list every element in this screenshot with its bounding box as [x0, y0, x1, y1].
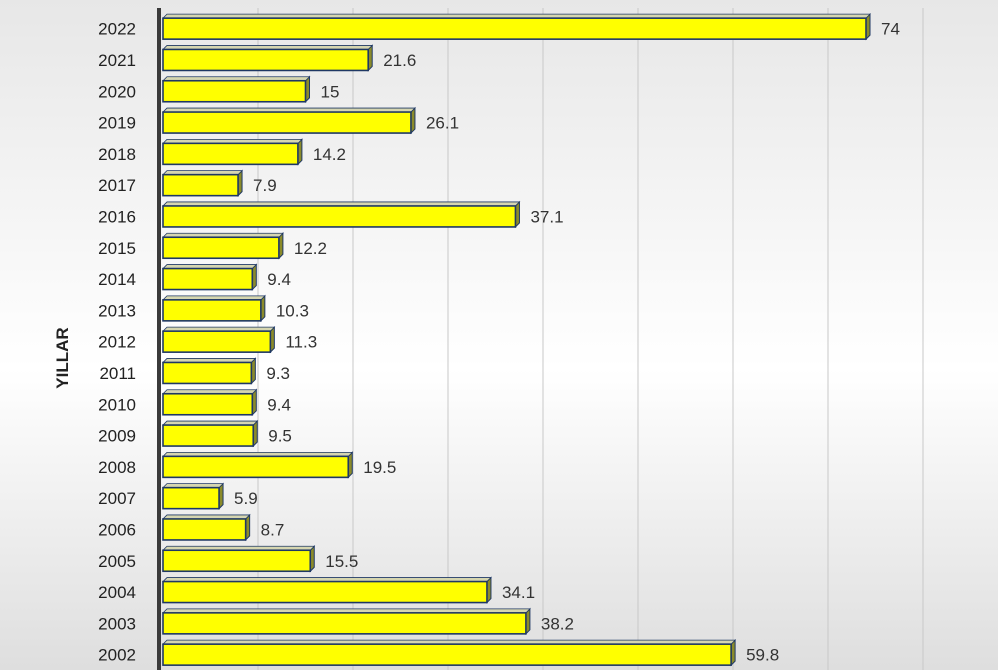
- data-labels: 7421.61526.114.27.937.112.29.410.311.39.…: [234, 20, 900, 665]
- bar: [162, 580, 488, 604]
- y-tick-label: 2012: [98, 333, 136, 352]
- data-label: 9.4: [267, 395, 291, 414]
- data-label: 11.3: [285, 333, 317, 352]
- y-tick-label: 2018: [98, 145, 136, 164]
- bar: [162, 392, 254, 416]
- y-tick-label: 2021: [98, 51, 136, 70]
- bar: [162, 455, 350, 479]
- data-label: 15.5: [325, 552, 358, 571]
- bar: [162, 236, 280, 260]
- data-label: 59.8: [746, 646, 779, 665]
- data-label: 15: [321, 82, 340, 101]
- data-label: 21.6: [383, 51, 416, 70]
- data-label: 8.7: [261, 520, 285, 539]
- y-tick-label: 2007: [98, 489, 136, 508]
- data-label: 9.3: [266, 364, 290, 383]
- bar: [162, 79, 307, 103]
- y-tick-label: 2013: [98, 301, 136, 320]
- bars: [162, 12, 871, 667]
- y-tick-label: 2006: [98, 520, 136, 539]
- y-tick-label: 2017: [98, 176, 136, 195]
- data-label: 14.2: [313, 145, 346, 164]
- y-tick-label: 2014: [98, 270, 136, 289]
- bar: [162, 205, 517, 228]
- bar: [162, 142, 299, 166]
- bar: [162, 549, 312, 573]
- data-label: 10.3: [276, 301, 309, 320]
- y-tick-label: 2004: [98, 583, 136, 602]
- bar: [162, 361, 253, 385]
- bar: [162, 267, 254, 291]
- data-label: 38.2: [541, 614, 574, 633]
- y-tick-label: 2011: [99, 364, 136, 383]
- y-tick-label: 2005: [98, 552, 136, 571]
- y-tick-label: 2022: [98, 20, 136, 39]
- bar: [162, 424, 255, 447]
- bar: [162, 17, 867, 40]
- data-label: 26.1: [426, 114, 459, 133]
- bar: [162, 173, 239, 197]
- data-label: 37.1: [530, 207, 563, 226]
- y-tick-label: 2008: [98, 458, 136, 477]
- y-tick-label: 2002: [98, 646, 136, 665]
- bar: [162, 643, 732, 666]
- y-tick-label: 2016: [98, 207, 136, 226]
- y-tick-labels: 2022 2021 2020 2019 2018 2017 2016 2015 2014 2013…: [98, 20, 136, 665]
- bar: [162, 48, 369, 72]
- bar: [162, 330, 272, 353]
- data-label: 34.1: [502, 583, 535, 602]
- bar: [162, 612, 527, 635]
- y-tick-label: 2020: [98, 82, 136, 101]
- data-label: 5.9: [234, 489, 258, 508]
- bar: [162, 111, 412, 134]
- y-axis-title: YILLAR: [53, 327, 72, 388]
- bar: [162, 518, 247, 541]
- y-tick-label: 2019: [98, 114, 136, 133]
- data-label: 19.5: [363, 458, 396, 477]
- y-tick-label: 2015: [98, 239, 136, 258]
- data-label: 12.2: [294, 239, 327, 258]
- y-tick-label: 2003: [98, 614, 136, 633]
- data-label: 9.5: [268, 427, 292, 446]
- y-tick-label: 2010: [98, 395, 136, 414]
- bar: [162, 299, 262, 322]
- bar: [162, 486, 220, 510]
- y-tick-label: 2009: [98, 427, 136, 446]
- data-label: 9.4: [267, 270, 291, 289]
- data-label: 7.9: [253, 176, 277, 195]
- data-label: 74: [881, 20, 900, 39]
